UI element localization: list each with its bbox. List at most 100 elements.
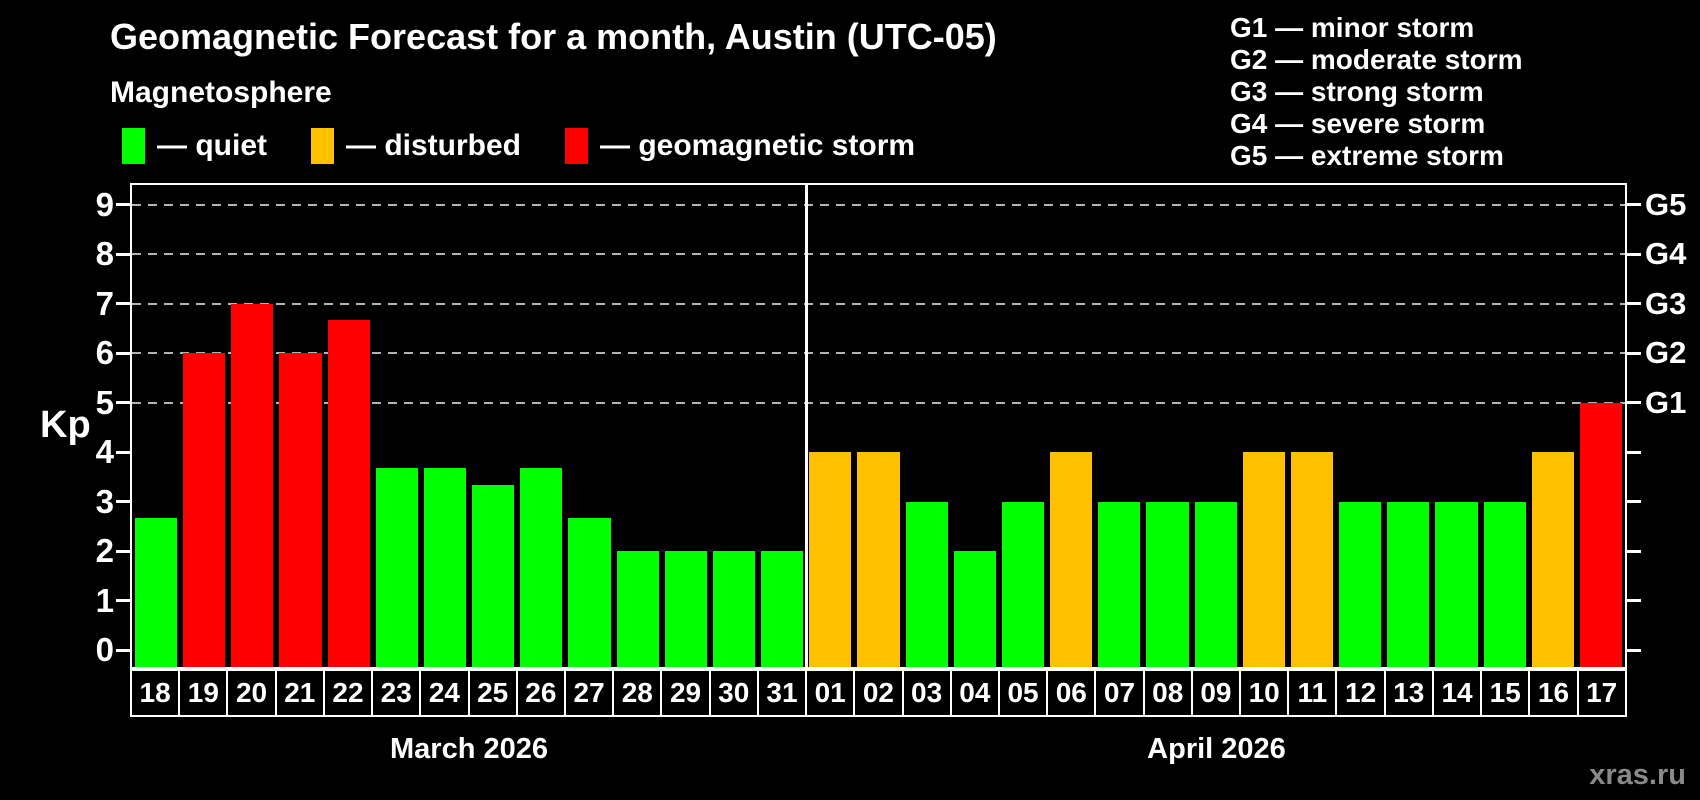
day-label-13: 13 — [1383, 669, 1434, 717]
kp-bar-25 — [472, 485, 515, 667]
right-tick-6 — [1627, 351, 1641, 355]
day-label-11: 11 — [1287, 669, 1338, 717]
day-label-25: 25 — [467, 669, 518, 717]
day-label-28: 28 — [612, 669, 663, 717]
day-label-09: 09 — [1190, 669, 1242, 717]
y-tick-label-2: 2 — [95, 532, 114, 569]
right-tick-1 — [1627, 599, 1641, 602]
day-label-02: 02 — [853, 669, 904, 717]
y-tick-8 — [116, 252, 130, 256]
y-tick-9 — [116, 203, 130, 206]
day-label-21: 21 — [274, 669, 325, 717]
kp-bar-06 — [1050, 452, 1093, 667]
legend-item-disturbed: — disturbed — [311, 128, 521, 164]
kp-bar-22 — [327, 319, 370, 667]
day-label-12: 12 — [1335, 669, 1386, 717]
plot-area — [130, 183, 1627, 669]
day-label-26: 26 — [515, 669, 566, 717]
disturbed-label: — disturbed — [346, 129, 522, 162]
kp-bar-09 — [1194, 501, 1237, 667]
kp-bar-08 — [1146, 501, 1189, 667]
kp-bar-07 — [1098, 501, 1141, 667]
day-label-05: 05 — [997, 669, 1049, 717]
y-tick-label-6: 6 — [95, 334, 114, 371]
y-tick-0 — [116, 648, 130, 652]
y-tick-label-4: 4 — [95, 433, 114, 470]
kp-bar-24 — [423, 468, 467, 667]
y-tick-label-5: 5 — [95, 383, 114, 421]
kp-bar-31 — [761, 551, 804, 667]
kp-bar-04 — [953, 551, 996, 667]
kp-bar-26 — [520, 468, 563, 667]
kp-bar-03 — [905, 501, 948, 667]
day-label-15: 15 — [1480, 669, 1531, 717]
kp-bar-18 — [135, 517, 178, 667]
g-scale-label-g5: G5 — [1645, 186, 1687, 222]
day-label-06: 06 — [1046, 669, 1097, 717]
legend-item-quiet: — quiet — [122, 128, 267, 164]
gridline-kp6 — [132, 352, 1625, 354]
g1-legend-line: G1 — minor storm — [1230, 12, 1475, 43]
kp-bar-30 — [712, 551, 756, 667]
kp-bar-15 — [1483, 501, 1526, 667]
y-tick-4 — [116, 450, 130, 454]
day-label-29: 29 — [660, 669, 711, 717]
kp-bar-27 — [568, 517, 611, 667]
day-label-08: 08 — [1142, 669, 1193, 717]
day-label-22: 22 — [322, 669, 374, 717]
right-tick-4 — [1627, 450, 1641, 454]
kp-bar-05 — [1001, 501, 1045, 667]
y-tick-label-3: 3 — [95, 482, 114, 520]
g-scale-label-g3: G3 — [1645, 285, 1687, 321]
kp-bar-10 — [1242, 452, 1285, 667]
right-tick-0 — [1627, 648, 1641, 652]
quiet-label: — quiet — [157, 129, 267, 162]
month-label-march: March 2026 — [390, 733, 548, 765]
y-tick-1 — [116, 599, 130, 602]
disturbed-color-swatch — [311, 128, 334, 164]
right-tick-5 — [1627, 401, 1641, 404]
day-label-30: 30 — [708, 669, 759, 717]
legend-item-storm: — geomagnetic storm — [565, 128, 915, 164]
y-axis-title: Kp — [40, 404, 91, 446]
x-axis-day-labels: 18 19 20 21 22 23 24 25 26 27 28 29 30 31 01 02 03 04 05 06… — [130, 669, 1627, 717]
day-label-19: 19 — [178, 669, 229, 717]
y-tick-label-1: 1 — [95, 581, 114, 619]
quiet-color-swatch — [122, 128, 145, 164]
day-label-17: 17 — [1576, 669, 1627, 717]
magnetosphere-label: Magnetosphere — [110, 76, 332, 109]
g-scale-label-g1: G1 — [1645, 384, 1687, 420]
kp-bar-21 — [279, 353, 322, 667]
storm-color-swatch — [565, 128, 589, 164]
right-tick-7 — [1627, 302, 1641, 305]
g2-legend-line: G2 — moderate storm — [1230, 44, 1523, 75]
g-scale-label-g2: G2 — [1645, 335, 1687, 370]
y-tick-7 — [116, 302, 130, 305]
y-tick-label-9: 9 — [95, 185, 114, 223]
day-label-23: 23 — [371, 669, 422, 717]
month-label-april: April 2026 — [1147, 733, 1286, 765]
kp-bar-17 — [1579, 402, 1622, 667]
kp-bar-13 — [1387, 501, 1430, 667]
day-label-18: 18 — [130, 669, 181, 717]
y-tick-label-7: 7 — [95, 284, 114, 322]
right-tick-3 — [1627, 500, 1641, 503]
gridline-kp5 — [132, 401, 1625, 404]
month-divider — [804, 185, 808, 667]
g-scale-label-g4: G4 — [1645, 236, 1687, 271]
kp-bar-19 — [183, 353, 226, 667]
day-label-07: 07 — [1094, 669, 1145, 717]
g3-legend-line: G3 — strong storm — [1230, 76, 1484, 107]
status-legend: — quiet — disturbed — geomagnetic storm — [122, 128, 959, 164]
kp-bar-16 — [1531, 452, 1574, 667]
day-label-20: 20 — [226, 669, 277, 717]
kp-bar-28 — [616, 551, 659, 667]
day-label-01: 01 — [805, 669, 856, 717]
y-tick-label-8: 8 — [95, 235, 114, 272]
y-tick-label-0: 0 — [95, 631, 114, 668]
day-label-31: 31 — [756, 669, 808, 717]
storm-label: — geomagnetic storm — [600, 129, 916, 162]
watermark: xras.ru — [1589, 759, 1686, 791]
day-label-27: 27 — [563, 669, 615, 717]
